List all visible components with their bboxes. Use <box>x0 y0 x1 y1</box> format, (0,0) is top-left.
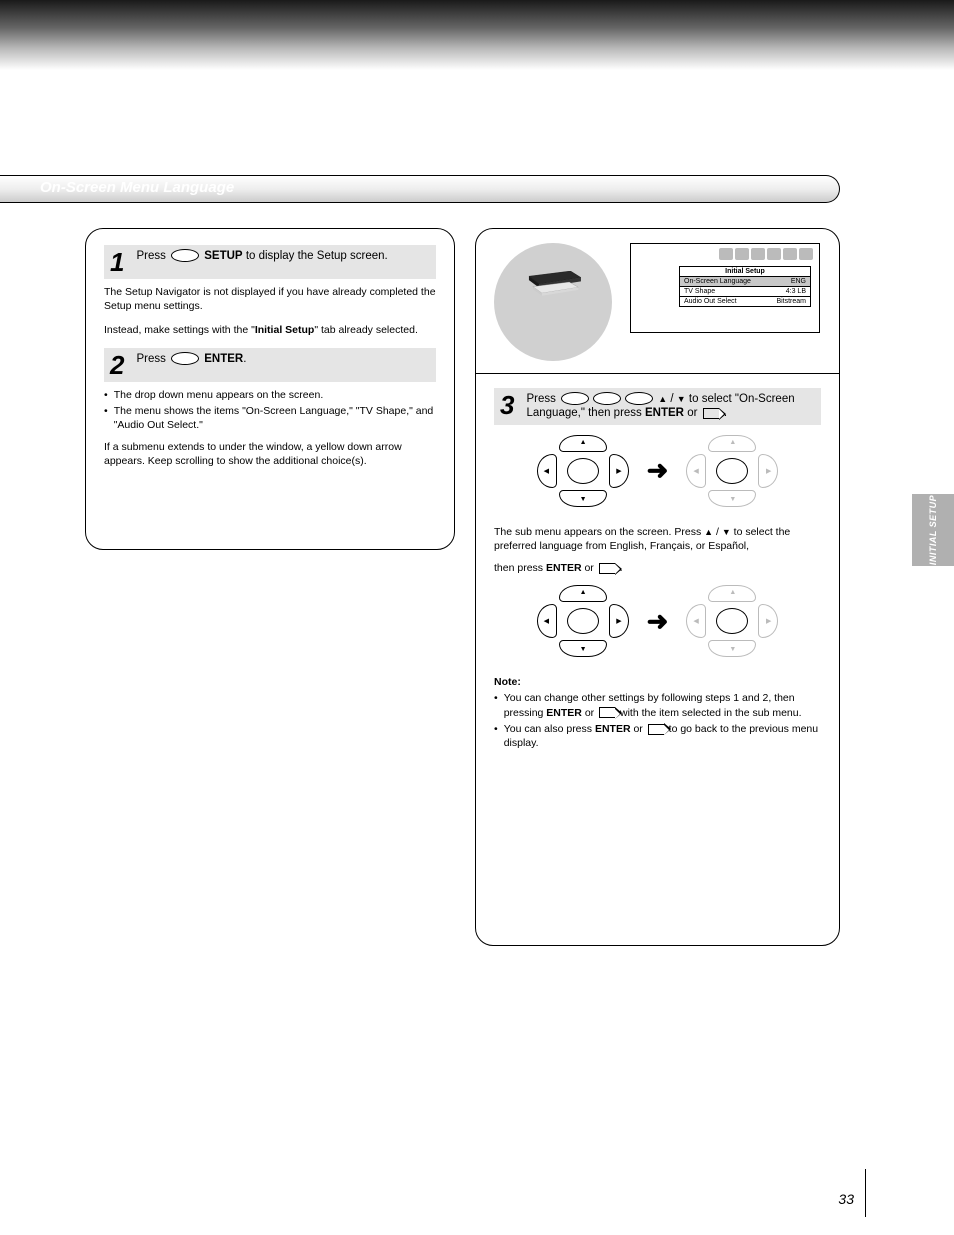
note-title: Note: <box>494 676 521 688</box>
step-3-l2c: or <box>687 407 700 419</box>
right-arrow-icon <box>599 707 615 718</box>
dvd-player-icon <box>508 271 598 297</box>
step-3-l2a: Language," then press <box>526 407 645 419</box>
dpad-active: ▲▼ ◀▶ <box>537 435 629 507</box>
osd-tab-icons <box>719 248 813 260</box>
step-2-number: 2 <box>110 352 124 378</box>
osd-row: TV Shape4:3 LB <box>680 287 810 297</box>
step-3-l1c: to select "On-Screen <box>689 393 795 405</box>
bullet-1: • The drop down menu appears on the scre… <box>104 388 436 402</box>
step-2-post: . <box>243 353 246 365</box>
bullet-1-text: The drop down menu appears on the screen… <box>114 388 324 402</box>
side-tab: INITIAL SETUP <box>912 494 954 566</box>
n1b: ENTER <box>546 707 582 719</box>
page-number-line <box>865 1169 867 1217</box>
osd-tab-icon <box>735 248 749 260</box>
bullet-icon: • <box>494 691 498 719</box>
page-title: Initial Setup <box>0 108 954 142</box>
step-2-btn-label: ENTER <box>204 353 243 365</box>
dpad-active: ▲▼ ◀▶ <box>537 585 629 657</box>
step-1-body2-pre: Instead, make settings with the " <box>104 324 255 336</box>
step-1-body-2: Instead, make settings with the "Initial… <box>104 323 436 337</box>
illustration-row: Initial Setup On-Screen LanguageENGTV Sh… <box>494 243 821 361</box>
step-1-row: 1 Press SETUP to display the Setup scree… <box>104 245 436 279</box>
side-tab-label: INITIAL SETUP <box>928 495 938 565</box>
bullet-icon: • <box>104 388 108 402</box>
step-1-body2-bold: Initial Setup <box>255 324 315 336</box>
s3bb: / <box>713 526 722 538</box>
osd-tab-icon <box>719 248 733 260</box>
header-gradient <box>0 0 954 70</box>
panel-divider <box>476 373 839 374</box>
osd-row: On-Screen LanguageENG <box>680 277 810 287</box>
right-arrow-icon <box>703 408 719 419</box>
bullet-icon: • <box>104 404 108 432</box>
dpad-row-1: ▲▼ ◀▶ ➜ ▲▼ ◀▶ <box>494 435 821 507</box>
step-2-pre: Press <box>136 353 169 365</box>
nav-button-icon <box>561 392 589 405</box>
n2pre: You can also press <box>504 723 595 735</box>
arrow-right-icon: ➜ <box>647 606 669 637</box>
s3ba: The sub menu appears on the screen. Pres… <box>494 526 704 538</box>
osd-menu-title: Initial Setup <box>680 267 810 277</box>
osd-tab-icon <box>783 248 797 260</box>
note-line-2: • You can also press ENTER or to go back… <box>494 722 821 750</box>
step-2-row: 2 Press ENTER. <box>104 348 436 382</box>
osd-tab-icon <box>751 248 765 260</box>
step-3-l1b: / <box>667 393 677 405</box>
step-2-body: If a submenu extends to under the window… <box>104 440 436 468</box>
bullet-2: • The menu shows the items "On-Screen La… <box>104 404 436 432</box>
note-line-1: • You can change other settings by follo… <box>494 691 821 719</box>
dpad-dim: ▲▼ ◀▶ <box>686 585 778 657</box>
n1post: with the item selected in the sub menu. <box>620 707 802 719</box>
n2b: ENTER <box>595 723 631 735</box>
step-3-text: Press ▲ / ▼ to select "On-Screen Languag… <box>526 392 815 421</box>
step-3-body: The sub menu appears on the screen. Pres… <box>494 525 821 553</box>
n2mid: or <box>633 723 645 735</box>
s3b2b: ENTER <box>546 562 582 574</box>
bullet-2-text: The menu shows the items "On-Screen Lang… <box>114 404 436 432</box>
nav-button-icon <box>593 392 621 405</box>
bullet-icon: • <box>494 722 498 750</box>
osd-tab-icon <box>799 248 813 260</box>
s3b2a: then press <box>494 562 546 574</box>
step-1-body2-post: " tab already selected. <box>314 324 418 336</box>
dpad-row-2: ▲▼ ◀▶ ➜ ▲▼ ◀▶ <box>494 585 821 657</box>
s3b2c: or <box>584 562 596 574</box>
note-block: Note: • You can change other settings by… <box>494 675 821 750</box>
step-3-number: 3 <box>500 392 514 418</box>
dpad-dim: ▲▼ ◀▶ <box>686 435 778 507</box>
n1mid: or <box>585 707 597 719</box>
osd-screen: Initial Setup On-Screen LanguageENGTV Sh… <box>630 243 820 333</box>
right-arrow-icon <box>599 563 615 574</box>
arrow-right-icon: ➜ <box>647 455 669 486</box>
nav-button-icon <box>625 392 653 405</box>
right-panel: Initial Setup On-Screen LanguageENGTV Sh… <box>475 228 840 946</box>
page-number: 33 <box>838 1191 854 1207</box>
enter-button-icon <box>171 352 199 365</box>
step-1-body-1: The Setup Navigator is not displayed if … <box>104 285 436 313</box>
step-3-enter: ENTER <box>645 407 684 419</box>
step-1-text: Press SETUP to display the Setup screen. <box>136 249 430 263</box>
dvd-player-illustration <box>494 243 612 361</box>
step-1-number: 1 <box>110 249 124 275</box>
step-1-btn-label: SETUP <box>204 250 242 262</box>
step-1-pre: Press <box>136 250 169 262</box>
step-3-row: 3 Press ▲ / ▼ to select "On-Screen Langu… <box>494 388 821 425</box>
osd-menu: Initial Setup On-Screen LanguageENGTV Sh… <box>679 266 811 307</box>
left-panel: 1 Press SETUP to display the Setup scree… <box>85 228 455 550</box>
step-3-l1a: Press <box>526 393 559 405</box>
step-1-post: to display the Setup screen. <box>246 250 388 262</box>
osd-row: Audio Out SelectBitstream <box>680 297 810 306</box>
osd-tab-icon <box>767 248 781 260</box>
step-3-body2: then press ENTER or . <box>494 561 821 575</box>
setup-button-icon <box>171 249 199 262</box>
right-arrow-icon <box>648 724 664 735</box>
section-label: On-Screen Menu Language <box>40 179 234 196</box>
step-2-text: Press ENTER. <box>136 352 430 366</box>
